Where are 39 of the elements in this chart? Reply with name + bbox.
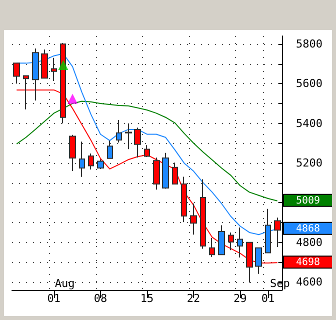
candlestick — [79, 141, 85, 178]
y-tick-label: 5400 — [296, 116, 322, 130]
y-tick-label: 4600 — [296, 276, 322, 289]
candlestick — [162, 152, 169, 190]
candlestick — [144, 144, 150, 158]
y-tick-label: 5600 — [296, 77, 322, 90]
candlestick — [51, 57, 57, 82]
candlestick — [218, 224, 225, 256]
x-tick-label: 01 — [261, 292, 275, 305]
candlestick — [190, 202, 197, 236]
candlestick — [172, 162, 178, 185]
data-label: 4698 — [296, 257, 320, 268]
data-label: 5009 — [296, 195, 320, 206]
data-label: 4868 — [296, 223, 320, 234]
candlestick — [116, 119, 122, 144]
x-tick-label: 29 — [233, 292, 247, 305]
y-tick-label: 5800 — [296, 37, 322, 50]
candlestick — [153, 157, 160, 190]
candlestick — [228, 232, 234, 251]
x-tick-label: 15 — [140, 292, 154, 305]
candlestick — [255, 246, 262, 274]
candlestick — [41, 48, 48, 79]
candlestick — [209, 238, 215, 258]
candlestick — [107, 140, 113, 159]
x-tick-label: 22 — [186, 292, 200, 305]
candlestick — [200, 178, 206, 250]
candlestick — [88, 152, 94, 170]
candlestick — [13, 62, 20, 84]
x-tick-label: 08 — [94, 292, 108, 305]
candlestick — [181, 176, 187, 223]
candlestick — [69, 134, 76, 172]
candlestick — [97, 158, 104, 170]
y-tick-label: 4800 — [296, 236, 322, 249]
candlestick — [274, 217, 281, 248]
annotation: Aug — [54, 277, 75, 290]
y-tick-label: 5200 — [296, 156, 322, 170]
candlestick — [125, 122, 132, 150]
candlestick — [134, 127, 141, 158]
x-tick-label: 01 — [47, 292, 61, 305]
